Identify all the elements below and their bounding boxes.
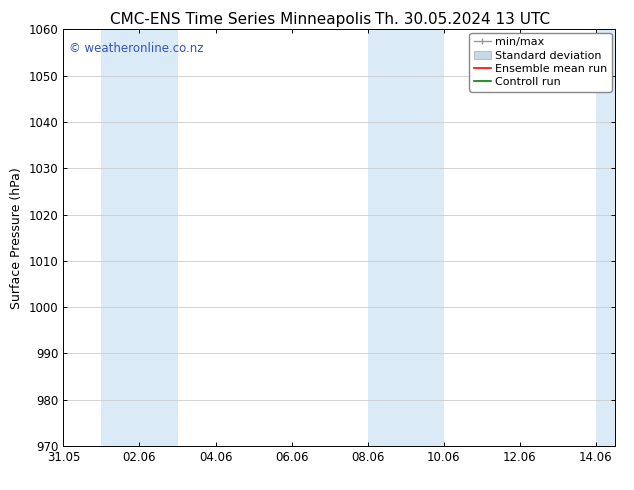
Text: Th. 30.05.2024 13 UTC: Th. 30.05.2024 13 UTC [375, 12, 550, 27]
Bar [368, 29, 444, 446]
Text: © weatheronline.co.nz: © weatheronline.co.nz [69, 42, 204, 55]
Bar [101, 29, 178, 446]
Y-axis label: Surface Pressure (hPa): Surface Pressure (hPa) [10, 167, 23, 309]
Bar [596, 29, 615, 446]
Text: CMC-ENS Time Series Minneapolis: CMC-ENS Time Series Minneapolis [110, 12, 372, 27]
Legend: min/max, Standard deviation, Ensemble mean run, Controll run: min/max, Standard deviation, Ensemble me… [469, 33, 612, 92]
